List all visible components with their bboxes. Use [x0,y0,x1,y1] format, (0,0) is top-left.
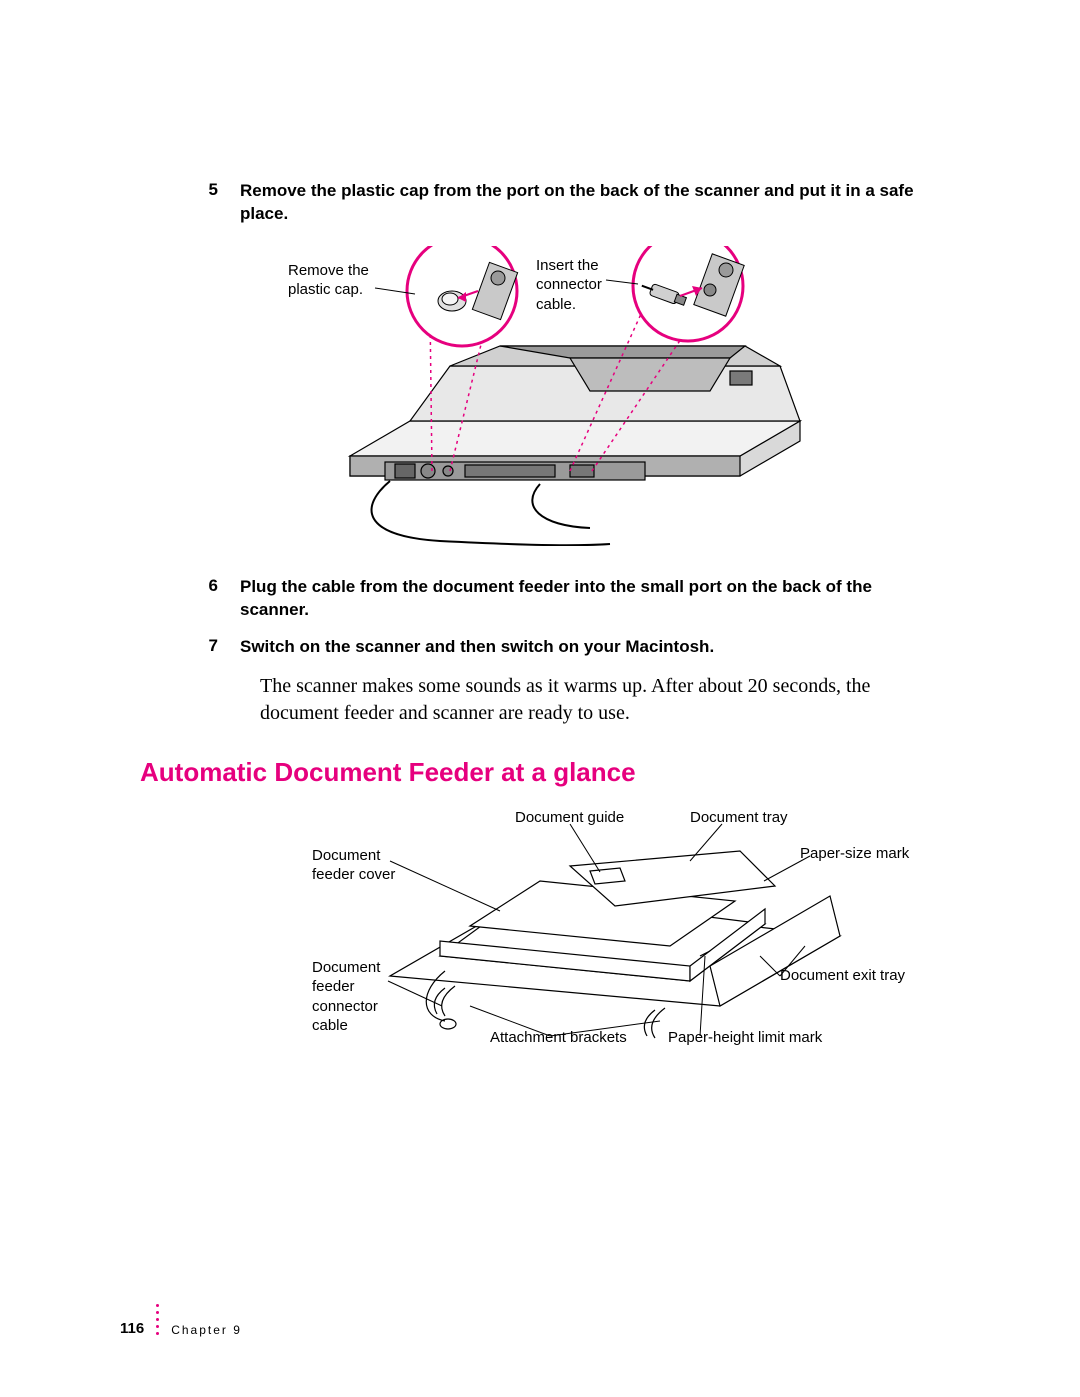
callout-feeder-connector: Document feeder connector cable [312,958,380,1036]
callout-line: Document [312,958,380,978]
section-heading: Automatic Document Feeder at a glance [140,757,940,788]
step-text: Remove the plastic cap from the port on … [240,180,940,226]
footer-dots-icon [156,1304,159,1335]
callout-height-limit: Paper-height limit mark [668,1028,822,1048]
callout-line: Remove the [288,261,369,281]
callout-line: cable. [536,295,602,315]
step-text: Switch on the scanner and then switch on… [240,636,940,659]
callout-line: plastic cap. [288,280,369,300]
callout-feeder-cover: Document feeder cover [312,846,395,885]
callout-line: Insert the [536,256,602,276]
callout-document-guide: Document guide [515,808,624,828]
callout-line: connector [536,275,602,295]
callout-line: cable [312,1016,380,1036]
figure-adf-overview: Document guide Document tray Document fe… [270,806,910,1046]
step-5: 5 Remove the plastic cap from the port o… [140,180,940,226]
callout-line: connector [312,997,380,1017]
warmup-paragraph: The scanner makes some sounds as it warm… [260,673,940,727]
step-6: 6 Plug the cable from the document feede… [140,576,940,622]
callout-document-tray: Document tray [690,808,788,828]
callout-line: feeder cover [312,865,395,885]
step-text: Plug the cable from the document feeder … [240,576,940,622]
page-footer: 116 Chapter 9 [120,1304,242,1337]
page-content: 5 Remove the plastic cap from the port o… [0,0,1080,1397]
callout-insert-cable: Insert the connector cable. [536,256,602,315]
step-number: 6 [140,576,240,596]
callout-paper-size: Paper-size mark [800,844,909,864]
step-7: 7 Switch on the scanner and then switch … [140,636,940,659]
callout-remove-cap: Remove the plastic cap. [288,261,369,300]
callout-line: feeder [312,977,380,997]
step-number: 7 [140,636,240,656]
page-number: 116 [120,1320,144,1337]
callout-attachment-brackets: Attachment brackets [490,1028,627,1048]
figure-scanner-ports: Remove the plastic cap. Insert the conne… [240,246,860,546]
step-number: 5 [140,180,240,200]
callout-line: Document [312,846,395,866]
chapter-label: Chapter 9 [171,1323,242,1337]
callout-exit-tray: Document exit tray [780,966,905,986]
